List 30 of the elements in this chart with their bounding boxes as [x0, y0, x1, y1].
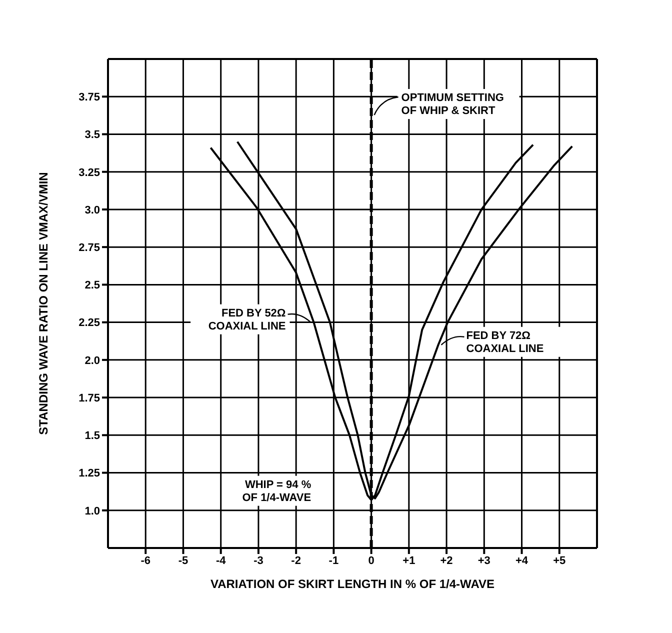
- x-tick-label: -5: [178, 554, 188, 567]
- y-axis-title: STANDING WAVE RATIO ON LINE VMAX/VMIN: [36, 172, 50, 435]
- annotation: WHIP = 94 % OF 1/4-WAVE: [242, 478, 312, 504]
- x-tick-label: +4: [515, 554, 529, 567]
- y-tick-label: 2.0: [84, 354, 100, 367]
- ref-line-label: OPTIMUM SETTING OF WHIP & SKIRT: [401, 92, 504, 117]
- y-tick-label: 3.75: [78, 92, 100, 104]
- x-tick-label: -6: [140, 554, 151, 567]
- x-tick-label: +2: [440, 554, 453, 567]
- x-tick-label: +3: [478, 554, 490, 567]
- x-tick-label: -1: [328, 554, 339, 567]
- x-tick-label: +1: [402, 554, 416, 567]
- y-tick-label: 1.25: [78, 468, 100, 480]
- x-tick-label: -4: [216, 554, 227, 567]
- y-tick-label: 2.25: [78, 317, 100, 330]
- x-tick-label: -3: [254, 554, 264, 567]
- y-tick-label: 3.25: [78, 166, 100, 179]
- series-label: FED BY 52Ω COAXIAL LINE: [208, 307, 286, 332]
- x-tick-label: +5: [553, 554, 566, 567]
- x-axis-title: VARIATION OF SKIRT LENGTH IN % OF 1/4-WAVE: [210, 577, 495, 591]
- y-tick-label: 3.5: [84, 129, 100, 142]
- x-tick-label: -2: [291, 554, 301, 567]
- y-tick-label: 1.75: [78, 392, 100, 404]
- y-tick-label: 1.0: [84, 505, 100, 518]
- y-tick-label: 2.5: [84, 280, 100, 292]
- y-tick-label: 2.75: [78, 242, 100, 254]
- y-tick-label: 3.0: [84, 204, 100, 216]
- legend-label: FED BY 72Ω COAXIAL LINE: [466, 330, 544, 355]
- x-tick-label: 0: [368, 554, 374, 567]
- y-tick-label: 1.5: [84, 430, 100, 442]
